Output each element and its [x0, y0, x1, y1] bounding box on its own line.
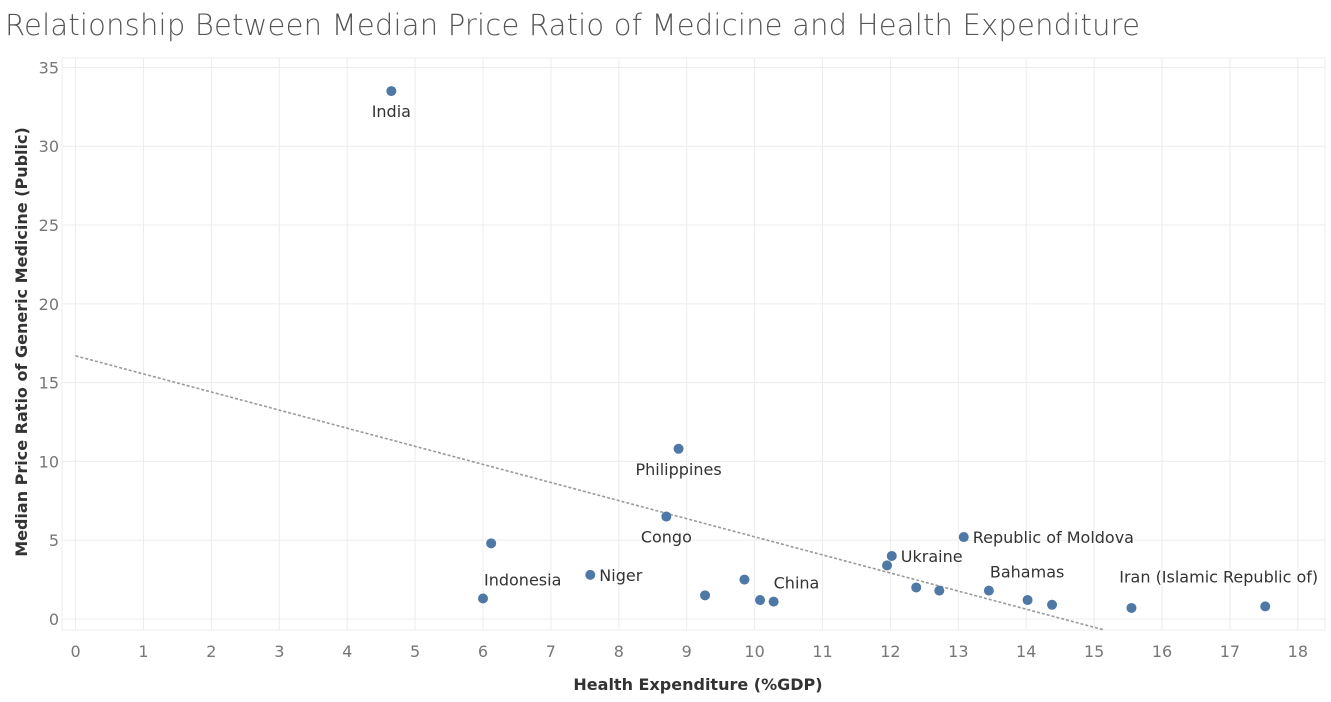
trend-line-group	[75, 355, 1105, 631]
data-points	[386, 86, 1271, 613]
data-point[interactable]	[478, 593, 488, 604]
x-axis-title: Health Expenditure (%GDP)	[573, 675, 822, 694]
x-tick-label: 12	[880, 642, 900, 661]
point-label: Philippines	[635, 460, 721, 479]
x-tick-label: 2	[206, 642, 216, 661]
data-point[interactable]	[755, 595, 766, 606]
point-label: Niger	[599, 566, 642, 585]
data-point[interactable]	[661, 511, 672, 522]
data-point[interactable]	[1022, 595, 1033, 606]
data-point[interactable]	[585, 569, 596, 580]
x-tick-label: 13	[948, 642, 968, 661]
data-point[interactable]	[739, 574, 750, 585]
point-label: Ukraine	[901, 547, 963, 566]
data-point[interactable]	[673, 443, 684, 454]
data-point[interactable]	[386, 86, 397, 97]
x-tick-label: 8	[614, 642, 624, 661]
data-point[interactable]	[882, 560, 893, 571]
y-axis-ticks: 0 5 10 15 20 25 30 35	[39, 58, 59, 629]
x-tick-label: 0	[70, 642, 80, 661]
data-point[interactable]	[934, 585, 945, 596]
y-axis-title: Median Price Ratio of Generic Medicine (…	[12, 127, 31, 557]
data-point[interactable]	[1047, 599, 1058, 610]
point-label: Iran (Islamic Republic of)	[1119, 567, 1318, 586]
point-label: Bahamas	[990, 563, 1064, 582]
x-tick-label: 1	[138, 642, 148, 661]
data-point[interactable]	[911, 582, 922, 593]
point-label: Indonesia	[484, 570, 561, 589]
x-tick-label: 14	[1016, 642, 1036, 661]
data-point[interactable]	[1260, 601, 1271, 612]
x-tick-label: 6	[478, 642, 488, 661]
y-tick-label: 0	[49, 610, 59, 629]
data-point[interactable]	[768, 596, 779, 607]
trend-line	[75, 355, 1105, 631]
y-tick-label: 5	[49, 531, 59, 550]
x-tick-label: 9	[682, 642, 692, 661]
x-tick-label: 15	[1084, 642, 1104, 661]
y-tick-label: 10	[39, 452, 59, 471]
x-tick-label: 11	[812, 642, 832, 661]
plot-area-border	[61, 57, 1326, 631]
y-tick-label: 25	[39, 216, 59, 235]
y-tick-label: 30	[39, 137, 59, 156]
point-label: India	[372, 102, 411, 121]
y-tick-label: 20	[39, 295, 59, 314]
x-tick-label: 10	[744, 642, 764, 661]
point-label: Republic of Moldova	[973, 528, 1134, 547]
x-tick-label: 7	[546, 642, 556, 661]
point-label: China	[774, 574, 820, 593]
x-tick-label: 4	[342, 642, 352, 661]
x-tick-label: 18	[1288, 642, 1308, 661]
point-labels: India Philippines Congo Indonesia Niger China…	[372, 102, 1318, 593]
data-point[interactable]	[958, 532, 969, 543]
data-point[interactable]	[1126, 602, 1137, 613]
point-label: Congo	[641, 528, 692, 547]
x-tick-label: 17	[1220, 642, 1240, 661]
x-tick-label: 3	[274, 642, 284, 661]
data-point[interactable]	[486, 538, 497, 549]
data-point[interactable]	[886, 550, 897, 561]
data-point[interactable]	[983, 585, 994, 596]
chart-title: Relationship Between Median Price Ratio …	[5, 8, 1141, 42]
x-tick-label: 5	[410, 642, 420, 661]
x-axis-ticks: 0 1 2 3 4 5 6 7 8 9 10 11 12 13 14 15 16 17 18	[70, 642, 1308, 661]
data-point[interactable]	[700, 590, 711, 601]
y-tick-label: 35	[39, 58, 59, 77]
grid-lines	[61, 57, 1326, 631]
y-tick-label: 15	[39, 374, 59, 393]
x-tick-label: 16	[1152, 642, 1172, 661]
